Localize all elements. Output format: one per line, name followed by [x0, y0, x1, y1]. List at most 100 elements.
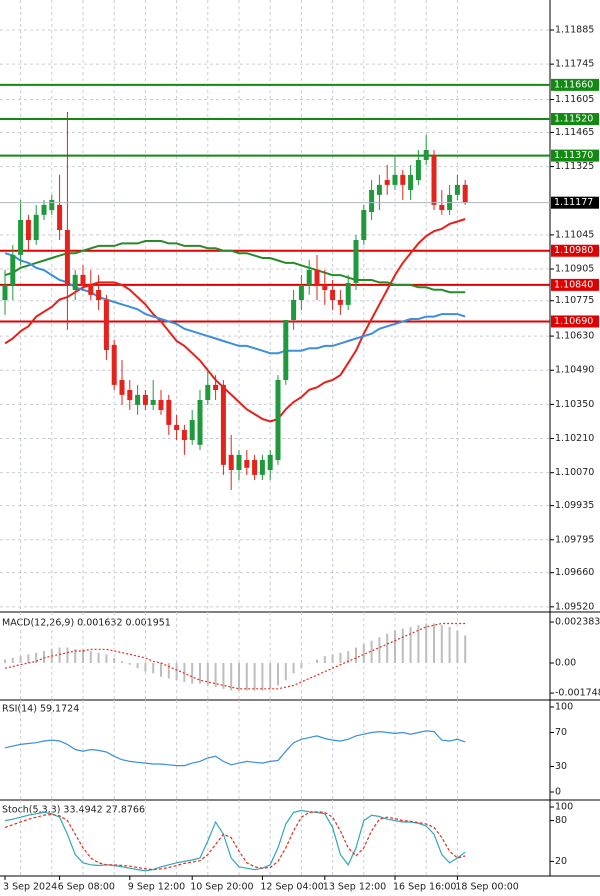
- stoch-title: Stoch(5,3,3) 33.4942 27.8766: [2, 805, 145, 816]
- candle-body: [64, 230, 70, 285]
- y-tick-label: 1.11885: [555, 25, 594, 36]
- candle-body: [189, 420, 195, 440]
- y-tick-label: 30: [555, 761, 567, 772]
- macd-bar: [191, 663, 194, 684]
- level-label-box: [551, 149, 599, 162]
- candle-body: [236, 454, 242, 470]
- candle-body: [2, 284, 8, 300]
- candle-body: [384, 180, 390, 185]
- level-label: 1.11660: [554, 79, 593, 90]
- macd-bar: [284, 663, 287, 681]
- macd-bar: [339, 652, 342, 664]
- candle-body: [408, 174, 414, 190]
- macd-bar: [308, 663, 311, 664]
- y-tick-label: 1.10905: [555, 264, 594, 275]
- candle-body: [361, 210, 367, 240]
- candle-body: [142, 394, 148, 405]
- macd-bar: [74, 649, 77, 664]
- candle-body: [291, 300, 297, 320]
- y-tick-label: 100: [555, 702, 573, 713]
- candle-body: [252, 460, 258, 475]
- x-tick-label: 18 Sep 00:00: [455, 882, 518, 893]
- candle-body: [181, 430, 187, 440]
- macd-bar: [300, 663, 303, 669]
- macd-bar: [386, 633, 389, 664]
- candle-body: [376, 184, 382, 195]
- macd-bar: [222, 663, 225, 689]
- candle-body: [314, 270, 320, 285]
- y-tick-label: 1.09660: [555, 567, 594, 578]
- candle-body: [158, 400, 164, 410]
- macd-bar: [167, 663, 170, 679]
- indicator-line: [4, 809, 466, 872]
- macd-bar: [245, 663, 248, 691]
- candle-body: [150, 400, 156, 405]
- macd-bar: [456, 630, 459, 664]
- candle-body: [166, 400, 172, 425]
- x-tick-label: 16 Sep 16:00: [393, 882, 456, 893]
- macd-bar: [370, 640, 373, 664]
- level-label-box: [551, 78, 599, 91]
- macd-bar: [144, 663, 147, 672]
- candle-body: [275, 380, 281, 460]
- x-tick-label: 12 Sep 04:00: [260, 882, 323, 893]
- macd-bar: [206, 663, 209, 686]
- macd-bar: [440, 625, 443, 664]
- candle-body: [423, 150, 429, 160]
- candle-body: [454, 184, 460, 195]
- candle-body: [80, 274, 86, 285]
- macd-bar: [269, 663, 272, 689]
- y-tick-label: 0: [555, 787, 561, 798]
- candle-body: [33, 214, 39, 240]
- candle-body: [431, 154, 437, 205]
- macd-bar: [425, 623, 428, 664]
- y-tick-label: 1.10210: [555, 433, 594, 444]
- last-price-box: [551, 196, 599, 209]
- y-tick-label: 1.09935: [555, 500, 594, 511]
- candle-body: [392, 174, 398, 185]
- macd-bar: [292, 663, 295, 674]
- moving-average: [4, 252, 466, 355]
- level-label: 1.10690: [554, 316, 593, 327]
- macd-bar: [43, 650, 45, 664]
- indicator-line: [4, 730, 466, 767]
- macd-bar: [121, 661, 123, 664]
- macd-bar: [323, 656, 326, 664]
- candle-body: [244, 460, 250, 468]
- candle-body: [345, 282, 351, 305]
- candle-body: [135, 394, 141, 405]
- y-tick-label: 0.00: [555, 658, 576, 669]
- macd-bar: [238, 663, 240, 691]
- candle-body: [283, 320, 289, 380]
- candle-body: [174, 424, 180, 430]
- y-tick-label: -0.001748: [555, 688, 600, 699]
- candle-body: [10, 254, 16, 285]
- x-tick-label: 13 Sep 12:00: [323, 882, 386, 893]
- y-tick-label: 1.11745: [555, 59, 594, 70]
- macd-bar: [199, 663, 201, 684]
- last-price-label: 1.11177: [554, 197, 593, 208]
- level-label-box: [551, 315, 599, 328]
- y-tick-label: 1.10070: [555, 467, 594, 478]
- x-tick-label: 6 Sep 08:00: [58, 882, 115, 893]
- candle-body: [330, 290, 336, 300]
- candle-body: [72, 274, 78, 290]
- level-label: 1.10980: [554, 245, 593, 256]
- candle-body: [462, 184, 468, 203]
- y-tick-label: 1.09795: [555, 534, 594, 545]
- candle-body: [298, 284, 304, 300]
- candle-body: [220, 384, 226, 465]
- candle-body: [213, 384, 219, 390]
- y-tick-label: 20: [555, 856, 567, 867]
- macd-bar: [378, 637, 381, 664]
- moving-average: [4, 240, 466, 294]
- y-tick-label: 1.11045: [555, 229, 594, 240]
- macd-bar: [58, 647, 61, 664]
- x-tick-label: 3 Sep 2024: [3, 882, 57, 893]
- macd-bar: [66, 647, 69, 664]
- level-label: 1.10840: [554, 279, 593, 290]
- candle-body: [205, 384, 211, 400]
- level-label: 1.11520: [554, 114, 593, 125]
